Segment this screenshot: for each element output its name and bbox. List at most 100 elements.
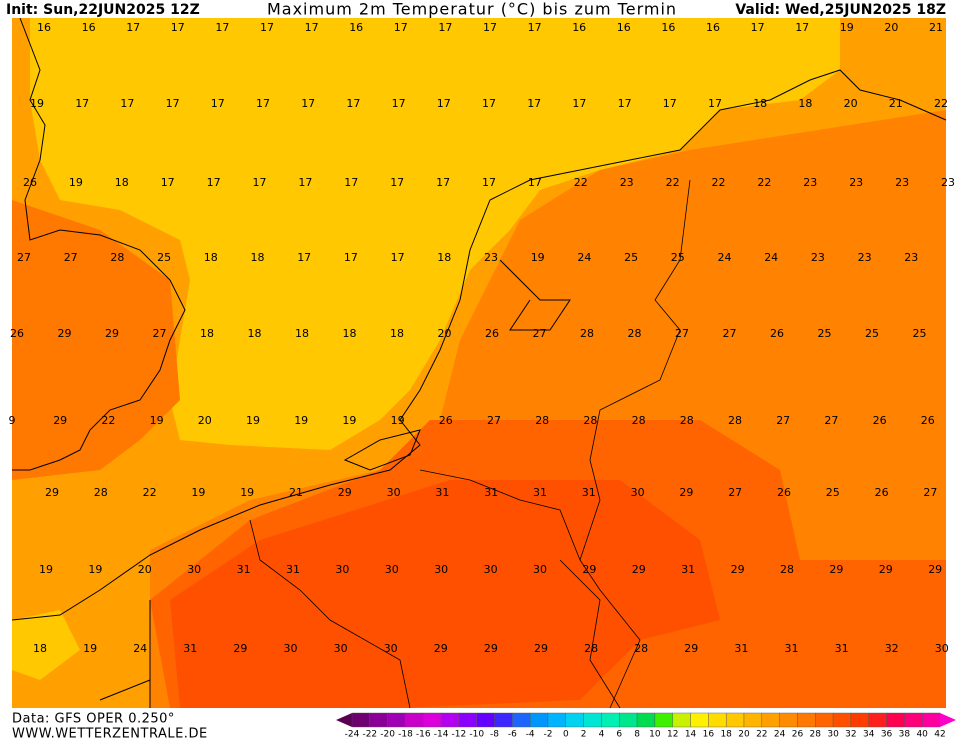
colorbar-box: [547, 712, 567, 728]
colorbar-box: [351, 712, 371, 728]
colorbar-label: -14: [434, 730, 449, 740]
temperature-label: 18: [248, 327, 262, 340]
colorbar-label: -22: [362, 730, 377, 740]
temperature-label: 29: [679, 486, 693, 499]
colorbar-label: 18: [720, 730, 732, 740]
temperature-label: 22: [934, 97, 948, 110]
temperature-label: 25: [671, 251, 685, 264]
colorbar-box: [904, 712, 923, 728]
temperature-label: 23: [941, 176, 955, 189]
colorbar-box: [494, 712, 513, 728]
temperature-label: 30: [387, 486, 401, 499]
temperature-label: 27: [723, 327, 737, 340]
temperature-label: 18: [251, 251, 265, 264]
temperature-label: 28: [94, 486, 108, 499]
temperature-label: 28: [535, 414, 549, 427]
temperature-label: 28: [634, 642, 648, 655]
temperature-label: 26: [873, 414, 887, 427]
temperature-label: 23: [904, 251, 918, 264]
temperature-label: 19: [391, 414, 405, 427]
colorbar-box: [921, 712, 941, 728]
temperature-label: 25: [913, 327, 927, 340]
temperature-label: 18: [295, 327, 309, 340]
temperature-label: 28: [680, 414, 694, 427]
colorbar-label: 38: [899, 730, 911, 740]
temperature-label: 31: [286, 563, 300, 576]
temperature-label: 26: [770, 327, 784, 340]
temperature-label: 23: [620, 176, 634, 189]
temperature-label: 17: [390, 176, 404, 189]
temperature-label: 29: [484, 642, 498, 655]
colorbar-box: [601, 712, 620, 728]
colorbar-label: -18: [398, 730, 413, 740]
temperature-label: 16: [617, 21, 631, 34]
colorbar-label: -8: [490, 730, 499, 740]
temperature-label: 17: [298, 176, 312, 189]
temperature-label: 17: [171, 21, 185, 34]
temperature-label: 27: [776, 414, 790, 427]
temperature-label: 28: [632, 414, 646, 427]
temperature-label: 29: [338, 486, 352, 499]
country-border: [249, 469, 621, 709]
colorbar-label: -12: [452, 730, 467, 740]
temperature-label: 30: [385, 563, 399, 576]
temperature-label: 29: [434, 642, 448, 655]
temperature-label: 28: [583, 414, 597, 427]
colorbar-arrow: [336, 713, 352, 727]
colorbar-box: [743, 712, 763, 728]
colorbar-box: [619, 712, 638, 728]
colorbar-label: 16: [703, 730, 715, 740]
temperature-label: 20: [844, 97, 858, 110]
temperature-label: 30: [384, 642, 398, 655]
temperature-label: 22: [574, 176, 588, 189]
colorbar-label: 32: [845, 730, 856, 740]
colorbar-label: 34: [863, 730, 875, 740]
colorbar-label: 10: [649, 730, 661, 740]
temperature-label: 22: [143, 486, 157, 499]
temperature-label: 16: [572, 21, 586, 34]
temperature-label: 17: [207, 176, 221, 189]
init-label: Init: Sun,22JUN2025 12Z: [6, 2, 200, 18]
temperature-label: 28: [628, 327, 642, 340]
temperature-label: 17: [618, 97, 632, 110]
temperature-label: 26: [777, 486, 791, 499]
value-labels: 16 16 17 17 17 17 17 16 17 17 17 17 16 16 16 16 17 17 19 20…: [9, 21, 956, 655]
temperature-label: 21: [929, 21, 943, 34]
temperature-label: 9: [9, 414, 16, 427]
colorbar-label: 30: [827, 730, 839, 740]
temperature-label: 19: [294, 414, 308, 427]
temperature-label: 27: [923, 486, 937, 499]
coastline: [499, 259, 571, 331]
temperature-label: 23: [803, 176, 817, 189]
temperature-label: 21: [289, 486, 303, 499]
temperature-label: 28: [110, 251, 124, 264]
temperature-label: 23: [484, 251, 498, 264]
temperature-label: 27: [64, 251, 78, 264]
temperature-label: 30: [284, 642, 298, 655]
temperature-label: 27: [533, 327, 547, 340]
valid-label: Valid: Wed,25JUN2025 18Z: [735, 2, 946, 18]
temperature-label: 19: [83, 642, 97, 655]
temperature-label: 18: [343, 327, 357, 340]
temperature-label: 29: [582, 563, 596, 576]
temperature-label: 30: [484, 563, 498, 576]
colorbar-label: 8: [634, 730, 640, 740]
temperature-label: 16: [37, 21, 51, 34]
temperature-label: 30: [187, 563, 201, 576]
temperature-label: 17: [120, 97, 134, 110]
colorbar-label: -6: [508, 730, 517, 740]
temperature-label: 17: [482, 97, 496, 110]
temperature-label: 19: [69, 176, 83, 189]
temperature-label: 31: [237, 563, 251, 576]
colorbar-box: [583, 712, 602, 728]
colorbar-box: [476, 712, 495, 728]
temperature-label: 27: [153, 327, 167, 340]
colorbar-label: 24: [774, 730, 786, 740]
temperature-label: 26: [10, 327, 24, 340]
colorbar-box: [868, 712, 887, 728]
data-source: Data: GFS OPER 0.250°: [12, 712, 175, 727]
temperature-label: 26: [485, 327, 499, 340]
temperature-label: 26: [23, 176, 37, 189]
temperature-label: 24: [764, 251, 778, 264]
